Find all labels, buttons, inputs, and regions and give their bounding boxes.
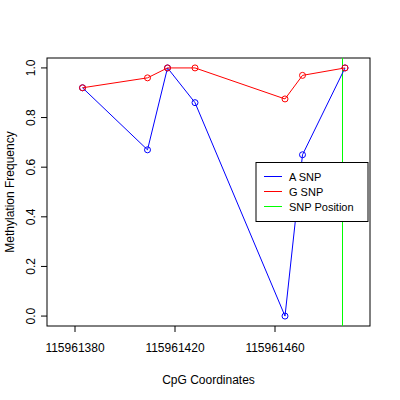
series-point	[282, 313, 288, 319]
series-point	[145, 75, 151, 81]
x-tick	[75, 326, 76, 332]
legend: A SNP G SNP SNP Position	[256, 163, 368, 222]
legend-label: SNP Position	[289, 201, 354, 213]
plot-frame	[47, 58, 370, 326]
series-point	[165, 65, 171, 71]
y-tick	[41, 117, 47, 118]
y-tick	[41, 266, 47, 267]
y-tick	[41, 67, 47, 68]
legend-label: G SNP	[289, 186, 323, 198]
y-tick-label: 0.6	[24, 159, 38, 176]
legend-key	[264, 191, 282, 192]
series-point	[300, 152, 306, 158]
legend-box	[256, 163, 368, 222]
x-tick	[275, 326, 276, 332]
series-point	[192, 100, 198, 106]
y-tick	[41, 216, 47, 217]
series-point	[192, 65, 198, 71]
y-tick	[41, 316, 47, 317]
series-point	[342, 65, 348, 71]
x-tick	[175, 326, 176, 332]
y-tick-label: 0.8	[24, 109, 38, 126]
series-point	[282, 96, 288, 102]
series-line	[83, 68, 346, 99]
legend-key	[264, 176, 282, 177]
legend-label: A SNP	[289, 171, 321, 183]
series-line	[83, 68, 346, 316]
series-point	[145, 147, 151, 153]
x-tick-label: 115961460	[245, 341, 305, 355]
series-point	[300, 72, 306, 78]
y-tick-label: 1.0	[24, 59, 38, 76]
y-tick-label: 0.2	[24, 258, 38, 275]
chart: 115961380 115961420 115961460 0.0 0.2 0.4 0.6 0…	[0, 0, 400, 400]
y-axis-label: Methylation Frequency	[3, 131, 17, 252]
x-tick-label: 115961420	[145, 341, 205, 355]
y-tick-label: 0.0	[24, 307, 38, 324]
series-point	[80, 85, 86, 91]
x-tick-label: 115961380	[45, 341, 105, 355]
y-tick	[41, 167, 47, 168]
plot-area	[80, 58, 349, 326]
y-tick-label: 0.4	[24, 208, 38, 225]
legend-key	[264, 206, 282, 207]
x-axis-label: CpG Coordinates	[162, 373, 255, 387]
